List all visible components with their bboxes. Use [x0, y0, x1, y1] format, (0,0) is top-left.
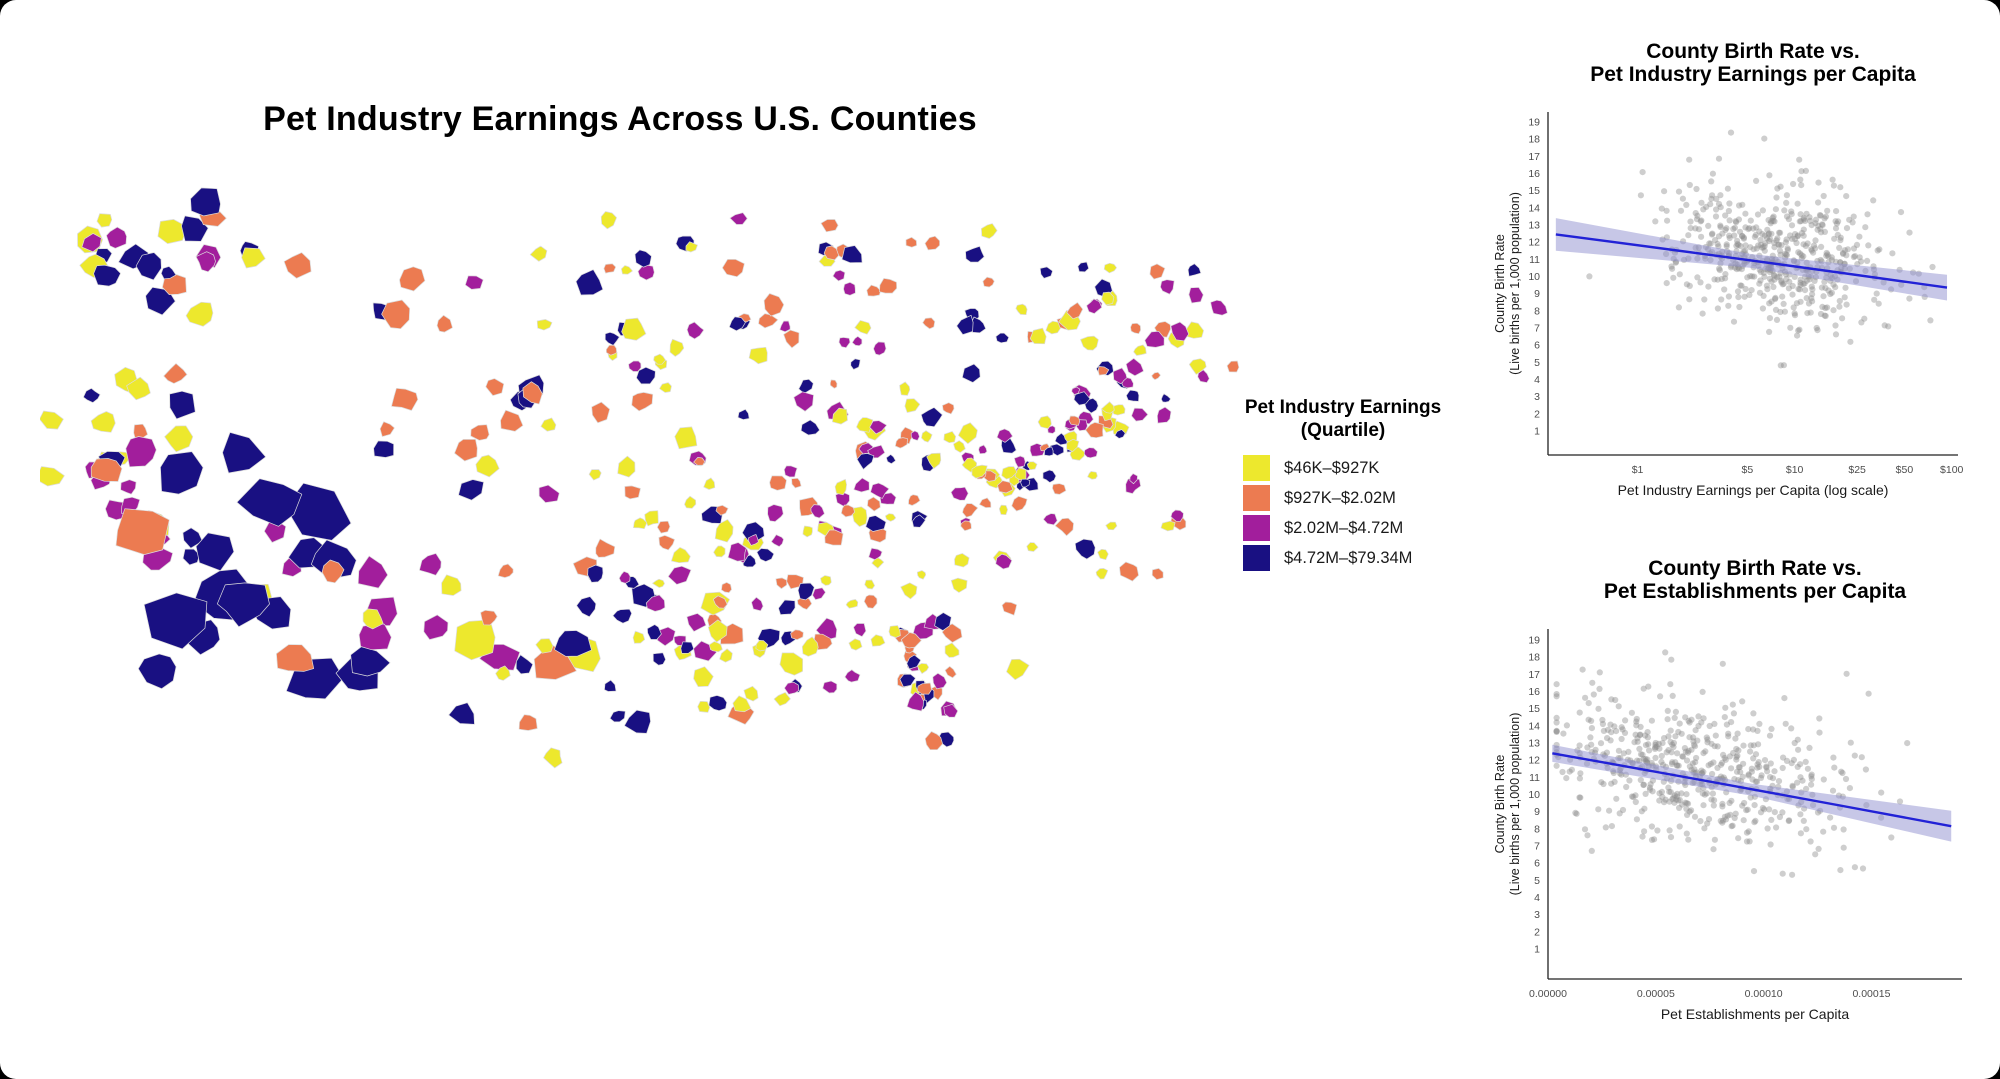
- svg-text:$5: $5: [1741, 464, 1753, 476]
- svg-text:0.00000: 0.00000: [1529, 988, 1567, 1000]
- legend-label: $4.72M–$79.34M: [1284, 548, 1413, 567]
- svg-text:3: 3: [1534, 391, 1540, 403]
- svg-text:0.00005: 0.00005: [1637, 988, 1675, 1000]
- svg-text:2: 2: [1534, 926, 1540, 938]
- map-legend: Pet Industry Earnings (Quartile) $46K–$9…: [1243, 396, 1473, 573]
- svg-text:8: 8: [1534, 305, 1540, 317]
- svg-text:2: 2: [1534, 408, 1540, 420]
- svg-text:7: 7: [1534, 322, 1540, 334]
- svg-text:9: 9: [1534, 288, 1540, 300]
- svg-text:$10: $10: [1786, 464, 1804, 476]
- legend-swatch: [1243, 455, 1270, 481]
- svg-text:1: 1: [1534, 425, 1540, 437]
- legend-swatch: [1243, 515, 1270, 541]
- svg-text:Pet Establishments per Capita: Pet Establishments per Capita: [1661, 1006, 1850, 1022]
- svg-text:$50: $50: [1896, 464, 1914, 476]
- us-county-choropleth-map: [40, 187, 1240, 769]
- svg-text:16: 16: [1528, 686, 1540, 698]
- svg-text:County Birth Rate vs.Pet Indus: County Birth Rate vs. Pet Industry Earnin…: [1590, 40, 1916, 86]
- svg-text:10: 10: [1528, 271, 1540, 283]
- svg-text:Pet Industry Earnings per Capi: Pet Industry Earnings per Capita (log sc…: [1618, 482, 1889, 498]
- legend-item: $46K–$927K: [1243, 453, 1473, 483]
- svg-text:0.00015: 0.00015: [1852, 988, 1890, 1000]
- svg-text:12: 12: [1528, 755, 1540, 767]
- legend-label: $927K–$2.02M: [1284, 488, 1396, 507]
- legend-label: $46K–$927K: [1284, 458, 1380, 477]
- svg-text:19: 19: [1528, 634, 1540, 646]
- svg-text:13: 13: [1528, 737, 1540, 749]
- svg-text:4: 4: [1534, 374, 1540, 386]
- svg-text:17: 17: [1528, 151, 1540, 163]
- legend-item: $927K–$2.02M: [1243, 483, 1473, 513]
- legend-items: $46K–$927K $927K–$2.02M $2.02M–$4.72M $4.72…: [1243, 453, 1473, 573]
- svg-text:4: 4: [1534, 892, 1540, 904]
- legend-title-line2: (Quartile): [1300, 420, 1386, 441]
- svg-text:19: 19: [1528, 116, 1540, 128]
- svg-text:$25: $25: [1848, 464, 1866, 476]
- svg-text:$1: $1: [1632, 464, 1644, 476]
- svg-text:14: 14: [1528, 720, 1540, 732]
- svg-text:5: 5: [1534, 875, 1540, 887]
- svg-text:10: 10: [1528, 789, 1540, 801]
- svg-text:7: 7: [1534, 840, 1540, 852]
- legend-title-line1: Pet Industry Earnings: [1244, 397, 1442, 418]
- legend-label: $2.02M–$4.72M: [1284, 518, 1404, 537]
- svg-text:9: 9: [1534, 806, 1540, 818]
- svg-text:11: 11: [1529, 772, 1540, 784]
- svg-text:11: 11: [1529, 254, 1540, 266]
- svg-text:3: 3: [1534, 909, 1540, 921]
- svg-text:0.00010: 0.00010: [1745, 988, 1783, 1000]
- svg-text:12: 12: [1528, 237, 1540, 249]
- legend-title: Pet Industry Earnings (Quartile): [1243, 396, 1443, 442]
- legend-swatch: [1243, 485, 1270, 511]
- svg-text:18: 18: [1528, 134, 1540, 146]
- svg-text:14: 14: [1528, 202, 1540, 214]
- svg-text:County Birth Rate(Live births: County Birth Rate(Live births per 1,000 …: [1493, 192, 1522, 375]
- svg-text:8: 8: [1534, 823, 1540, 835]
- svg-text:6: 6: [1534, 340, 1540, 352]
- legend-swatch: [1243, 545, 1270, 571]
- svg-text:18: 18: [1528, 652, 1540, 664]
- svg-text:$100: $100: [1940, 464, 1964, 476]
- scatter-establishments-vs-birthrate: County Birth Rate vs. Pet Establishments …: [1493, 557, 1962, 1022]
- svg-text:16: 16: [1528, 168, 1540, 180]
- map-title: Pet Industry Earnings Across U.S. Counti…: [263, 100, 977, 138]
- svg-text:15: 15: [1528, 185, 1540, 197]
- legend-item: $2.02M–$4.72M: [1243, 513, 1473, 543]
- scatter-earnings-vs-birthrate: County Birth Rate vs. Pet Industry Earnin…: [1493, 40, 1964, 498]
- svg-text:17: 17: [1528, 669, 1540, 681]
- svg-text:5: 5: [1534, 357, 1540, 369]
- svg-text:6: 6: [1534, 858, 1540, 870]
- svg-text:15: 15: [1528, 703, 1540, 715]
- svg-text:County Birth Rate(Live births: County Birth Rate(Live births per 1,000 …: [1493, 713, 1522, 896]
- svg-text:County Birth Rate vs.Pet Estab: County Birth Rate vs. Pet Establishments …: [1604, 557, 1907, 603]
- svg-text:1: 1: [1534, 943, 1540, 955]
- svg-text:13: 13: [1528, 219, 1540, 231]
- legend-item: $4.72M–$79.34M: [1243, 543, 1473, 573]
